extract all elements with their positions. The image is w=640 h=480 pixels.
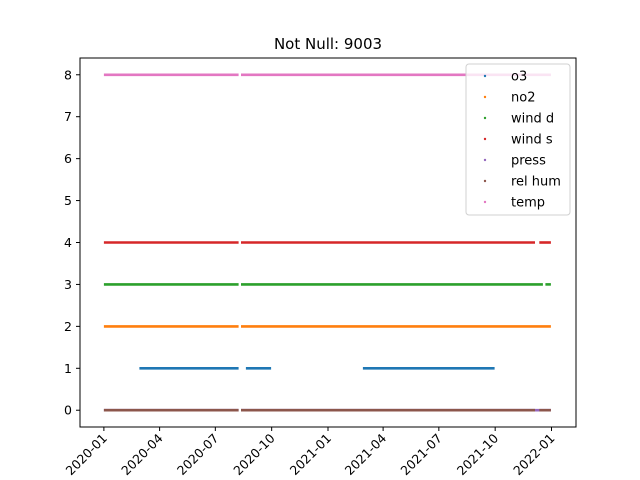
y-tick-label: 4 [64,235,72,250]
legend-box [465,63,571,216]
legend-label: o3 [511,70,527,85]
legend-label: no2 [511,91,535,106]
x-tick-label: 2021-10 [454,430,502,478]
x-axis: 2020-01 2020-04 2020-07 2020-10 2021-01 2021-… [62,427,558,479]
y-tick-label: 6 [64,151,72,166]
legend: o3 no2 wind d wind s press rel hum temp [465,63,571,216]
legend-label: wind d [511,112,554,127]
y-tick-label: 3 [64,277,72,292]
x-tick-label: 2020-07 [174,431,222,479]
legend-label: temp [511,196,545,211]
legend-marker [483,158,487,162]
y-axis: 0 1 2 3 4 5 6 7 8 [64,67,80,418]
legend-label: press [511,154,546,169]
x-tick-label: 2021-07 [397,431,445,479]
x-tick-label: 2020-01 [62,431,110,479]
y-tick-label: 2 [64,319,72,334]
x-tick-label: 2021-01 [287,431,335,479]
legend-label: wind s [511,133,553,148]
y-tick-label: 7 [64,109,72,124]
legend-marker [483,116,487,120]
legend-marker [483,179,487,183]
chart-title: Not Null: 9003 [274,35,382,53]
legend-marker [483,74,487,78]
legend-label: rel hum [511,175,561,190]
plot-area [103,73,551,412]
legend-marker [483,200,487,204]
legend-marker [483,95,487,99]
y-tick-label: 1 [64,361,72,376]
x-tick-label: 2020-04 [118,430,166,478]
legend-marker [483,137,487,141]
x-tick-label: 2021-04 [342,430,390,478]
x-tick-label: 2020-10 [230,430,278,478]
y-tick-label: 8 [64,67,72,82]
y-tick-label: 0 [64,403,72,418]
y-tick-label: 5 [64,193,72,208]
x-tick-label: 2022-01 [510,431,558,479]
